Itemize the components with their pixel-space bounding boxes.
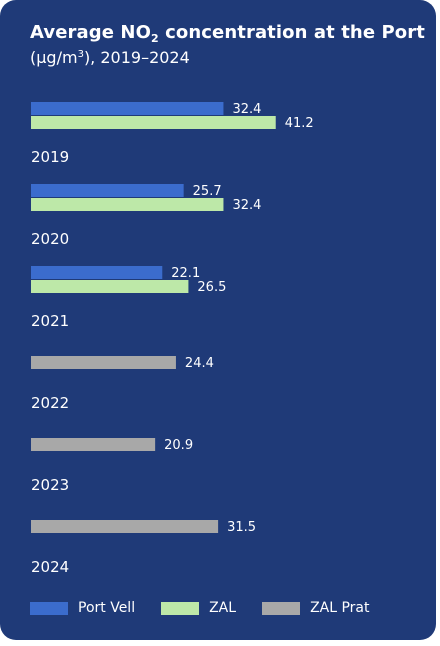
bar-zal-prat-2023 — [31, 438, 156, 451]
bar-port-vell-2020 — [31, 184, 184, 197]
value-label-zal-prat-2024: 31.5 — [227, 520, 256, 535]
legend: Port Vell ZAL ZAL Prat — [30, 600, 396, 616]
bar-zal-prat-2024 — [31, 520, 219, 533]
bar-zal-prat-2022 — [31, 356, 176, 369]
category-label-2022: 2022 — [31, 394, 69, 412]
bar-port-vell-2021 — [31, 266, 163, 279]
legend-swatch — [161, 601, 200, 615]
title-text-suffix: concentration at the Port — [158, 22, 425, 43]
category-label-2019: 2019 — [31, 148, 69, 166]
legend-label: ZAL Prat — [310, 600, 370, 616]
bar-zal-2021 — [31, 280, 189, 293]
bar-zal-2020 — [31, 198, 224, 211]
chart-title: Average NO2 concentration at the Port — [30, 22, 425, 45]
category-label-2021: 2021 — [31, 312, 69, 330]
value-label-zal-prat-2022: 24.4 — [185, 356, 214, 371]
category-label-2024: 2024 — [31, 558, 69, 576]
subtitle-text: (µg/m — [30, 48, 78, 67]
legend-swatch — [262, 601, 301, 615]
bar-port-vell-2019 — [31, 102, 224, 115]
title-subscript: 2 — [150, 32, 159, 45]
legend-item-port-vell: Port Vell — [30, 600, 135, 616]
title-text: Average NO — [30, 22, 151, 43]
legend-item-zal-prat: ZAL Prat — [262, 600, 370, 616]
value-label-zal-prat-2023: 20.9 — [164, 438, 193, 453]
value-label-zal-2020: 32.4 — [232, 198, 261, 213]
legend-label: ZAL — [209, 600, 237, 616]
value-label-port-vell-2021: 22.1 — [171, 266, 200, 281]
value-label-port-vell-2019: 32.4 — [232, 102, 261, 117]
chart-subtitle: (µg/m3), 2019–2024 — [30, 48, 190, 67]
value-label-zal-2019: 41.2 — [285, 116, 314, 131]
subtitle-superscript: 3 — [77, 49, 84, 60]
subtitle-text-suffix: ), 2019–2024 — [83, 48, 190, 67]
value-label-zal-2021: 26.5 — [197, 280, 226, 295]
bar-zal-2019 — [31, 116, 276, 129]
legend-item-zal: ZAL — [161, 600, 236, 616]
category-label-2023: 2023 — [31, 476, 69, 494]
category-label-2020: 2020 — [31, 230, 69, 248]
value-label-port-vell-2020: 25.7 — [193, 184, 222, 199]
legend-swatch — [30, 601, 68, 615]
legend-label: Port Vell — [78, 600, 136, 616]
